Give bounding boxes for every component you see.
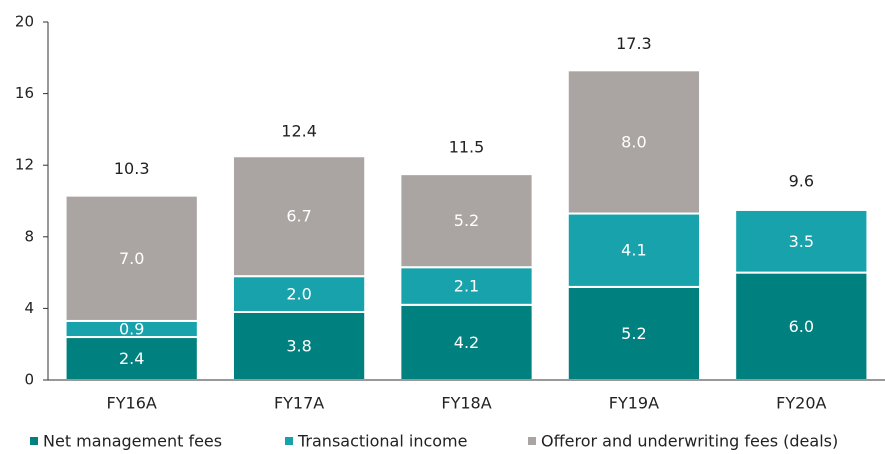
y-tick-label: 16 [15, 84, 34, 102]
y-tick-label: 20 [15, 13, 34, 31]
y-tick-label: 0 [24, 371, 34, 389]
legend-label: Offeror and underwriting fees (deals) [541, 432, 838, 451]
bar-segment [64, 194, 199, 322]
total-label: 12.4 [281, 122, 317, 141]
bar-segment [231, 275, 367, 313]
value-label: 5.2 [621, 324, 646, 343]
bar-segment [566, 69, 702, 215]
value-label: 5.2 [454, 211, 479, 230]
legend-swatch [528, 437, 536, 445]
legend-label: Transactional income [297, 432, 467, 451]
bar-segment [399, 303, 534, 382]
value-label: 3.8 [286, 336, 311, 355]
value-label: 8.0 [621, 132, 646, 151]
value-label: 4.2 [454, 333, 479, 352]
total-label: 9.6 [789, 172, 814, 191]
legend-swatch [285, 437, 293, 445]
total-label: 17.3 [616, 34, 652, 53]
value-label: 0.9 [119, 319, 144, 338]
bar-segment [734, 271, 869, 382]
bar-segment [399, 173, 534, 269]
x-tick-label: FY18A [441, 394, 491, 413]
value-label: 2.0 [286, 285, 311, 304]
total-label: 11.5 [449, 138, 485, 157]
value-label: 6.0 [789, 317, 814, 336]
bar-segment [399, 266, 534, 306]
value-label: 2.4 [119, 349, 144, 368]
total-label: 10.3 [114, 159, 150, 178]
value-label: 3.5 [789, 232, 814, 251]
x-tick-label: FY16A [107, 394, 157, 413]
value-label: 6.7 [286, 207, 311, 226]
x-tick-label: FY19A [609, 394, 659, 413]
y-tick-label: 4 [24, 299, 34, 317]
legend-label: Net management fees [43, 432, 222, 451]
value-label: 2.1 [454, 277, 479, 296]
bar-segment [231, 155, 367, 278]
bar-segment [566, 285, 702, 382]
legend-swatch [30, 437, 38, 445]
y-tick-label: 12 [15, 156, 34, 174]
bar-segment [566, 212, 702, 288]
bar-segment [734, 208, 869, 274]
value-label: 7.0 [119, 249, 144, 268]
value-label: 4.1 [621, 241, 646, 260]
x-tick-label: FY17A [274, 394, 324, 413]
y-tick-label: 8 [24, 227, 34, 245]
x-tick-label: FY20A [776, 394, 826, 413]
